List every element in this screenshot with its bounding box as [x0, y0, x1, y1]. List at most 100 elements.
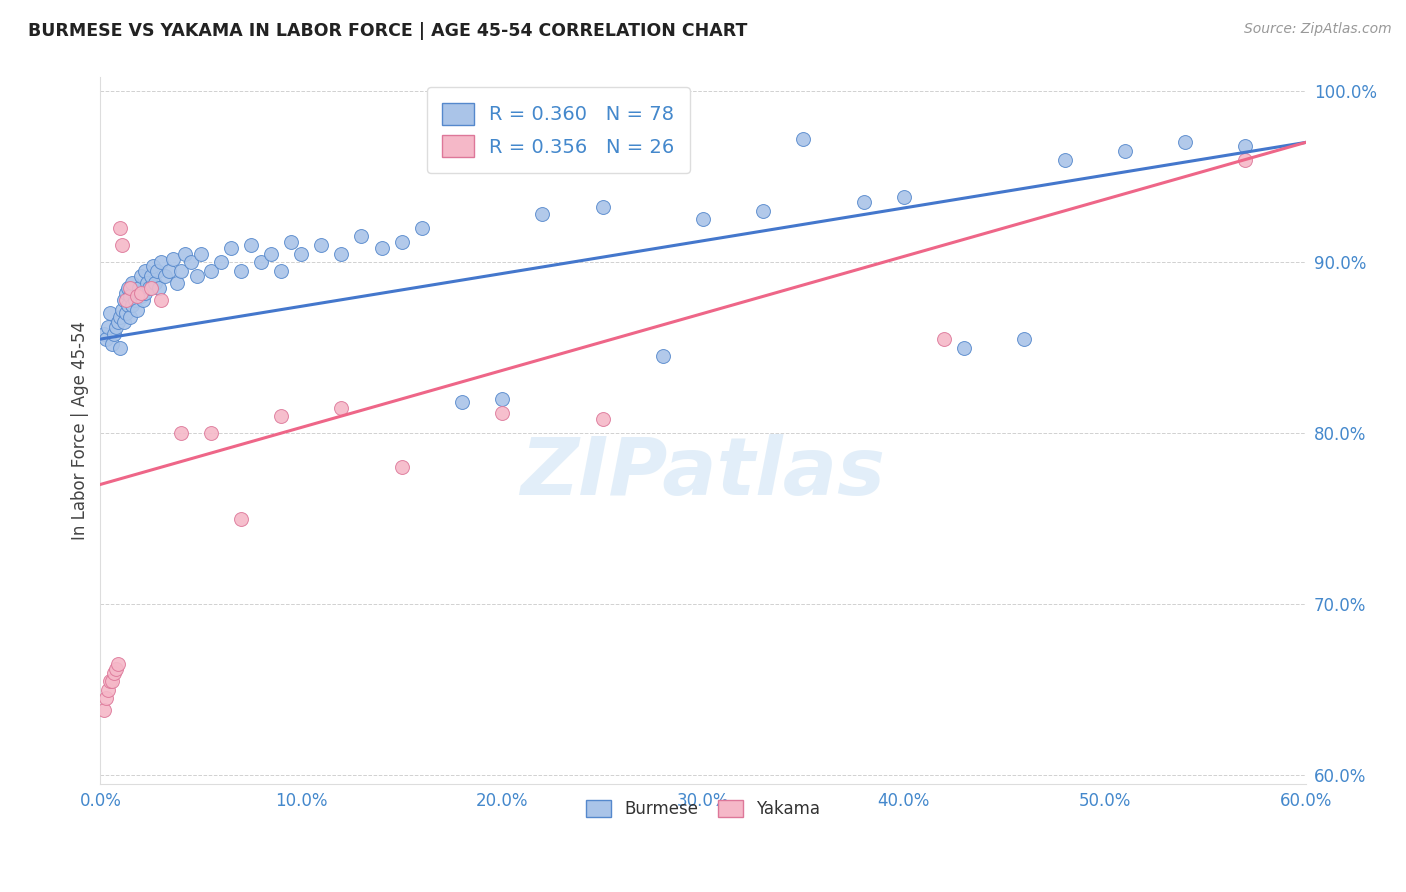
Point [139, 281, 162, 295]
Point [270, 263, 292, 277]
Point [135, 276, 157, 290]
Point [1234, 139, 1257, 153]
Point [229, 511, 252, 525]
Point [752, 203, 775, 218]
Point [134, 285, 156, 300]
Point [114, 293, 136, 307]
Point [330, 246, 353, 260]
Point [128, 281, 150, 295]
Point [250, 255, 273, 269]
Text: BURMESE VS YAKAMA IN LABOR FORCE | AGE 45-54 CORRELATION CHART: BURMESE VS YAKAMA IN LABOR FORCE | AGE 4… [28, 22, 748, 40]
Point [953, 341, 976, 355]
Point [101, 337, 124, 351]
Point [117, 298, 139, 312]
Point [391, 460, 413, 475]
Point [117, 281, 139, 295]
Point [120, 289, 142, 303]
Point [391, 235, 413, 249]
Point [149, 293, 172, 307]
Point [240, 238, 263, 252]
Point [491, 406, 513, 420]
Point [129, 268, 152, 283]
Point [200, 263, 222, 277]
Point [592, 412, 614, 426]
Point [280, 235, 302, 249]
Point [290, 246, 312, 260]
Point [138, 281, 160, 295]
Point [120, 310, 142, 324]
Point [110, 221, 132, 235]
Point [932, 332, 955, 346]
Point [651, 349, 673, 363]
Point [162, 252, 184, 266]
Point [105, 320, 128, 334]
Point [115, 293, 138, 307]
Point [173, 246, 195, 260]
Point [166, 276, 188, 290]
Point [350, 229, 373, 244]
Point [170, 263, 193, 277]
Point [107, 657, 129, 671]
Point [157, 263, 180, 277]
Point [153, 268, 176, 283]
Point [125, 303, 148, 318]
Point [93, 703, 115, 717]
Point [139, 268, 162, 283]
Point [100, 306, 122, 320]
Point [1053, 153, 1076, 167]
Point [129, 285, 152, 300]
Point [111, 238, 134, 252]
Point [792, 132, 814, 146]
Point [121, 298, 143, 312]
Point [893, 190, 915, 204]
Point [97, 682, 120, 697]
Point [180, 255, 202, 269]
Point [145, 263, 167, 277]
Point [592, 201, 614, 215]
Y-axis label: In Labor Force | Age 45-54: In Labor Force | Age 45-54 [72, 321, 89, 540]
Point [200, 426, 222, 441]
Point [311, 238, 333, 252]
Point [491, 392, 513, 406]
Point [143, 276, 166, 290]
Point [103, 326, 125, 341]
Text: Source: ZipAtlas.com: Source: ZipAtlas.com [1244, 22, 1392, 37]
Point [270, 409, 292, 423]
Point [110, 341, 132, 355]
Point [190, 246, 212, 260]
Point [107, 315, 129, 329]
Point [1234, 153, 1257, 167]
Point [115, 285, 138, 300]
Point [451, 395, 474, 409]
Point [209, 255, 232, 269]
Point [131, 293, 153, 307]
Point [125, 289, 148, 303]
Point [330, 401, 353, 415]
Point [124, 293, 146, 307]
Point [1114, 144, 1136, 158]
Point [111, 303, 134, 318]
Point [110, 310, 132, 324]
Point [97, 320, 120, 334]
Point [370, 242, 392, 256]
Point [101, 674, 124, 689]
Point [114, 315, 136, 329]
Point [531, 207, 554, 221]
Point [105, 662, 128, 676]
Point [260, 246, 283, 260]
Point [219, 242, 242, 256]
Legend: Burmese, Yakama: Burmese, Yakama [579, 793, 827, 825]
Text: ZIPatlas: ZIPatlas [520, 434, 886, 512]
Point [692, 212, 714, 227]
Point [129, 289, 152, 303]
Point [142, 259, 165, 273]
Point [134, 263, 156, 277]
Point [852, 195, 875, 210]
Point [170, 426, 193, 441]
Point [96, 332, 118, 346]
Point [1014, 332, 1036, 346]
Point [148, 281, 170, 295]
Point [1174, 136, 1197, 150]
Point [121, 276, 143, 290]
Point [411, 221, 433, 235]
